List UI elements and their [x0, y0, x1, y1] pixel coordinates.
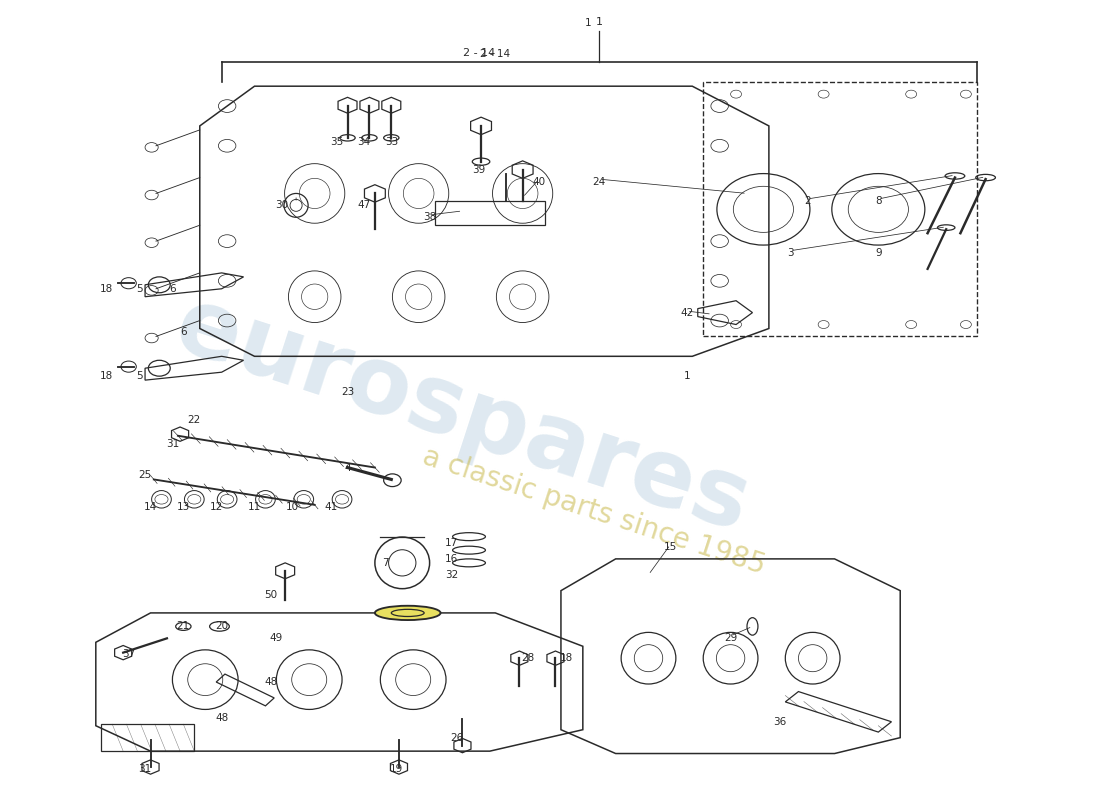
Text: 18: 18: [100, 284, 113, 294]
Text: 16: 16: [444, 554, 458, 564]
Text: 11: 11: [248, 502, 261, 512]
Text: 1: 1: [585, 18, 592, 28]
Text: 49: 49: [270, 634, 283, 643]
Text: 2 - 14: 2 - 14: [481, 50, 510, 59]
Text: 19: 19: [390, 765, 404, 774]
Text: 2 - 14: 2 - 14: [463, 48, 495, 58]
Text: 39: 39: [472, 165, 485, 174]
Text: 24: 24: [593, 177, 606, 186]
Text: 50: 50: [264, 590, 277, 600]
Text: 38: 38: [424, 212, 437, 222]
Text: 47: 47: [358, 200, 371, 210]
Text: 25: 25: [139, 470, 152, 481]
Text: 13: 13: [177, 502, 190, 512]
Text: 37: 37: [122, 650, 135, 659]
Text: 1: 1: [683, 371, 690, 381]
Text: 22: 22: [188, 415, 201, 425]
Text: 8: 8: [874, 196, 881, 206]
Text: 34: 34: [358, 137, 371, 147]
Text: 9: 9: [874, 248, 881, 258]
Text: 4: 4: [344, 462, 351, 473]
Text: 36: 36: [773, 717, 786, 726]
Text: 6: 6: [180, 327, 187, 338]
Text: 28: 28: [521, 653, 535, 663]
Text: 41: 41: [324, 502, 338, 512]
Text: 18: 18: [560, 653, 573, 663]
Text: 31: 31: [139, 765, 152, 774]
Text: 7: 7: [383, 558, 389, 568]
Text: 12: 12: [210, 502, 223, 512]
Text: 48: 48: [214, 713, 229, 722]
Ellipse shape: [375, 606, 441, 620]
Text: 1: 1: [596, 17, 603, 26]
Text: 6: 6: [169, 284, 176, 294]
Text: 40: 40: [532, 177, 546, 186]
Text: 48: 48: [264, 677, 277, 687]
Text: eurospares: eurospares: [164, 280, 761, 552]
Text: 26: 26: [450, 733, 463, 742]
Text: 15: 15: [663, 542, 676, 552]
Text: 3: 3: [788, 248, 794, 258]
Text: 35: 35: [330, 137, 343, 147]
Text: 33: 33: [385, 137, 398, 147]
Text: 32: 32: [444, 570, 458, 580]
Text: 20: 20: [216, 622, 228, 631]
Text: 30: 30: [275, 200, 288, 210]
Text: 14: 14: [144, 502, 157, 512]
Text: 23: 23: [341, 387, 354, 397]
Text: 5: 5: [136, 371, 143, 381]
Text: 17: 17: [444, 538, 458, 548]
Text: 5: 5: [136, 284, 143, 294]
Text: 18: 18: [100, 371, 113, 381]
Text: 21: 21: [177, 622, 190, 631]
Bar: [436, 202, 544, 226]
Text: a classic parts since 1985: a classic parts since 1985: [419, 442, 769, 580]
Text: 10: 10: [286, 502, 299, 512]
Text: 2: 2: [804, 196, 811, 206]
Text: 42: 42: [680, 308, 693, 318]
Text: 29: 29: [724, 634, 737, 643]
Text: 31: 31: [166, 438, 179, 449]
